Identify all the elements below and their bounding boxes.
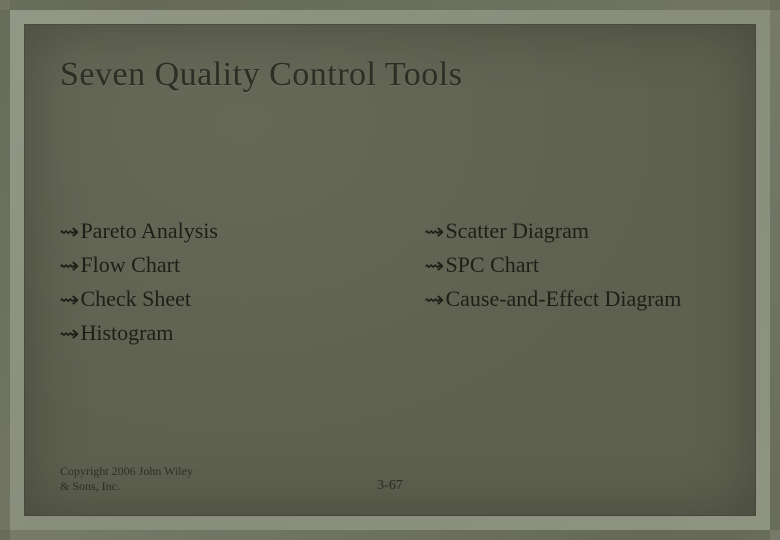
list-item: ⇝Pareto Analysis: [60, 214, 355, 248]
slide-title: Seven Quality Control Tools: [60, 56, 720, 94]
bullet-icon: ⇝: [424, 249, 444, 283]
item-label: Pareto Analysis: [80, 218, 218, 243]
list-item: ⇝Flow Chart: [60, 248, 355, 282]
item-label: Flow Chart: [80, 252, 180, 277]
item-label: Check Sheet: [80, 286, 191, 311]
bullet-icon: ⇝: [59, 283, 79, 317]
slide-footer: Copyright 2006 John Wiley & Sons, Inc. 3…: [60, 464, 720, 494]
list-item: ⇝Cause-and-Effect Diagram: [425, 282, 720, 316]
bullet-icon: ⇝: [59, 249, 79, 283]
right-column: ⇝Scatter Diagram ⇝SPC Chart ⇝Cause-and-E…: [425, 214, 720, 350]
slide-frame: Seven Quality Control Tools ⇝Pareto Anal…: [0, 0, 780, 540]
list-item: ⇝Scatter Diagram: [425, 214, 720, 248]
bullet-icon: ⇝: [59, 215, 79, 249]
bullet-icon: ⇝: [424, 215, 444, 249]
content-columns: ⇝Pareto Analysis ⇝Flow Chart ⇝Check Shee…: [60, 214, 720, 350]
item-label: Scatter Diagram: [445, 218, 589, 243]
slide-inner: Seven Quality Control Tools ⇝Pareto Anal…: [24, 24, 756, 516]
list-item: ⇝Check Sheet: [60, 282, 355, 316]
copyright-line: & Sons, Inc.: [60, 479, 120, 493]
bullet-icon: ⇝: [59, 317, 79, 351]
item-label: Histogram: [80, 320, 173, 345]
copyright-line: Copyright 2006 John Wiley: [60, 464, 193, 478]
list-item: ⇝SPC Chart: [425, 248, 720, 282]
copyright-text: Copyright 2006 John Wiley & Sons, Inc.: [60, 464, 193, 494]
bullet-icon: ⇝: [424, 283, 444, 317]
item-label: SPC Chart: [445, 252, 539, 277]
item-label: Cause-and-Effect Diagram: [445, 286, 681, 311]
page-number: 3-67: [377, 478, 403, 494]
left-column: ⇝Pareto Analysis ⇝Flow Chart ⇝Check Shee…: [60, 214, 355, 350]
list-item: ⇝Histogram: [60, 316, 355, 350]
